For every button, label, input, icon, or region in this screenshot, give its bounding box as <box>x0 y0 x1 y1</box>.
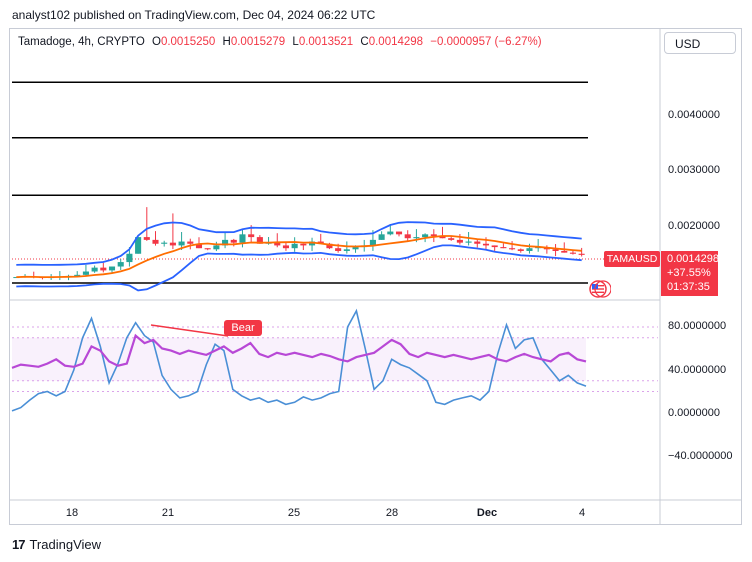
candle-body <box>491 245 498 248</box>
candle-body <box>456 239 463 243</box>
legend-low: 0.0013521 <box>298 36 354 48</box>
candle-body <box>474 241 481 244</box>
bear-divergence-line <box>150 324 229 337</box>
bollinger-lower <box>16 244 582 292</box>
bollinger-upper <box>16 221 582 266</box>
rsi-tick-label: −40.0000000 <box>668 450 733 462</box>
candle-body <box>143 237 150 240</box>
candle-body <box>309 241 316 246</box>
candle-body <box>413 237 420 239</box>
candle-body <box>569 252 576 254</box>
candle-body <box>326 243 333 249</box>
candle-body <box>404 234 411 239</box>
legend-high-label: H <box>222 36 231 48</box>
legend-symbol: Tamadoge, 4h, CRYPTO <box>18 36 145 48</box>
candle-body <box>74 274 81 276</box>
candle-body <box>82 271 89 275</box>
candle-body <box>300 243 307 246</box>
tradingview-logo-icon: 17 <box>12 537 26 552</box>
stochastic-line <box>11 308 587 412</box>
candle-body <box>91 267 98 272</box>
candle-body <box>439 235 446 239</box>
legend-open: 0.0015250 <box>160 36 216 48</box>
candle-body <box>187 241 194 244</box>
price-tick-label: 0.0020000 <box>668 220 720 232</box>
price-change-pct: +37.55% <box>667 267 711 279</box>
candle-body <box>282 245 289 249</box>
candle-body <box>161 242 168 244</box>
candle-body <box>500 247 507 249</box>
candle-body <box>482 243 490 246</box>
candle-body <box>430 234 437 236</box>
bar-countdown: 01:37:35 <box>667 281 710 293</box>
candle-body <box>117 262 124 267</box>
rsi-tick-label: 80.0000000 <box>668 320 727 332</box>
x-tick-label: 4 <box>578 507 586 519</box>
currency-button[interactable]: USD <box>664 32 736 54</box>
bollinger-basis <box>16 235 582 278</box>
x-tick-label: Dec <box>476 507 498 519</box>
candle-body <box>169 242 176 246</box>
bear-annotation: Bear <box>224 320 262 336</box>
candle-body <box>422 234 429 238</box>
legend-change: −0.0000957 (−6.27%) <box>430 36 542 48</box>
candle-body <box>352 247 359 250</box>
candle-body <box>561 250 568 253</box>
candle-body <box>378 234 385 240</box>
legend-high: 0.0015279 <box>230 36 286 48</box>
candle-body <box>239 234 246 243</box>
candle-body <box>248 234 255 238</box>
candle-body <box>230 239 237 243</box>
ohlc-legend: Tamadoge, 4h, CRYPTO O0.0015250 H0.00152… <box>18 36 546 48</box>
candle-body <box>108 266 116 271</box>
rsi-tick-label: 0.0000000 <box>668 407 720 419</box>
rsi-tick-label: 40.0000000 <box>668 364 727 376</box>
candle-body <box>387 231 394 235</box>
us-flag-icon <box>589 280 611 298</box>
candle-body <box>465 241 472 243</box>
price-tick-label: 0.0040000 <box>668 109 720 121</box>
candle-body <box>395 231 403 235</box>
candle-body <box>178 241 185 246</box>
candle-body <box>152 239 159 244</box>
candle-body <box>343 249 350 251</box>
candle-body <box>291 243 298 249</box>
candle-body <box>213 245 220 250</box>
x-tick-label: 28 <box>385 507 399 519</box>
candle-body <box>509 248 516 250</box>
candle-body <box>274 242 281 246</box>
candle-body <box>195 243 203 249</box>
chart-frame <box>9 28 742 525</box>
symbol-tag: TAMAUSD <box>604 251 660 267</box>
x-tick-label: 21 <box>161 507 175 519</box>
legend-low-label: L <box>292 36 299 48</box>
x-tick-label: 18 <box>65 507 79 519</box>
legend-close-label: C <box>360 36 369 48</box>
candle-body <box>204 248 211 250</box>
candle-body <box>448 238 455 240</box>
legend-close: 0.0014298 <box>368 36 424 48</box>
last-price: 0.0014298 <box>667 253 719 265</box>
candle-body <box>526 248 533 251</box>
candle-body <box>552 249 559 251</box>
x-tick-label: 25 <box>287 507 301 519</box>
publisher-header: analyst102 published on TradingView.com,… <box>12 8 376 22</box>
legend-open-label: O <box>151 36 161 48</box>
candle-body <box>335 248 342 251</box>
candle-body <box>517 249 524 251</box>
brand-name: TradingView <box>29 537 102 552</box>
candle-body <box>369 239 376 246</box>
candle-body <box>222 239 229 246</box>
candle-body <box>256 237 263 244</box>
candle-body <box>578 253 585 255</box>
rsi-line <box>11 333 587 369</box>
tradingview-brand[interactable]: 17 TradingView <box>12 537 101 552</box>
last-price-box: 0.0014298 +37.55% 01:37:35 <box>661 251 719 296</box>
candle-body <box>126 253 133 263</box>
candle-body <box>100 267 107 271</box>
price-tick-label: 0.0030000 <box>668 164 720 176</box>
candle-body <box>135 237 142 254</box>
